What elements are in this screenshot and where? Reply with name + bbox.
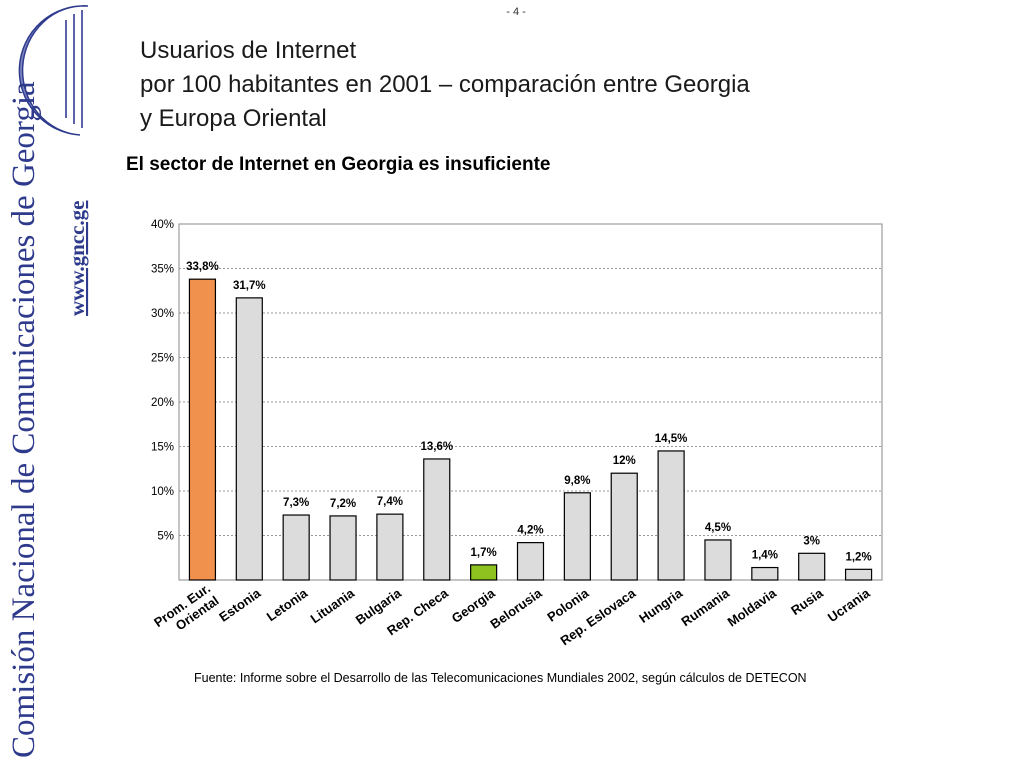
data-label: 14,5% (655, 433, 688, 445)
bar (235, 297, 263, 581)
x-tick-label-line: Belorusia (487, 585, 545, 632)
x-tick-label: Prom. Eur.Oriental (151, 581, 221, 643)
y-tick-label: 15% (151, 442, 174, 454)
x-tick-label-line: Rusia (788, 585, 826, 618)
sidebar-graphics: Comisión Nacional de Comunicaciones de G… (6, 5, 89, 758)
data-label: 1,2% (845, 551, 871, 563)
y-tick-label: 5% (157, 531, 174, 543)
organization-name: Comisión Nacional de Comunicaciones de G… (6, 81, 42, 758)
x-tick-label-text: Rusia (788, 585, 826, 618)
x-tick-label: Rumania (678, 585, 732, 629)
data-label: 13,6% (420, 441, 453, 453)
bar (470, 564, 498, 581)
bar (376, 513, 404, 581)
title-line-2: por 100 habitantes en 2001 – comparación… (140, 71, 750, 98)
x-tick-label-line: Rumania (678, 585, 732, 629)
x-tick-label: Ucrania (825, 585, 873, 625)
y-tick-label: 25% (151, 353, 174, 365)
bar (798, 552, 826, 581)
chart-subtitle: El sector de Internet en Georgia es insu… (126, 154, 551, 175)
x-tick-label-text: Lituania (308, 585, 358, 626)
x-tick-label: Estonia (216, 585, 264, 625)
y-tick-label: 35% (151, 264, 174, 276)
data-label: 7,4% (377, 496, 403, 508)
page-title: Usuarios de Internet por 100 habitantes … (140, 34, 900, 136)
x-tick-label-text: Rumania (678, 585, 732, 629)
sidebar: Comisión Nacional de Comunicaciones de G… (0, 0, 104, 768)
x-tick-label-text: Hungria (636, 585, 685, 626)
bar (329, 515, 357, 581)
data-label: 3% (803, 535, 820, 547)
x-tick-label-text: Ucrania (825, 585, 873, 625)
title-line-3: y Europa Oriental (140, 105, 327, 132)
page-number: - 4 - (506, 6, 526, 18)
y-tick-label: 10% (151, 486, 174, 498)
bar (751, 566, 779, 581)
x-tick-label-text: Prom. Eur.Oriental (151, 581, 221, 643)
y-tick-label: 40% (151, 219, 174, 231)
data-label: 9,8% (564, 475, 590, 487)
x-tick-label-line: Estonia (216, 585, 264, 625)
x-tick-label: Belorusia (487, 585, 545, 632)
bar-chart: 5% 10% 15% 20% 25% 30% 35% 40% 33,8% Prom. Eur.Or… (151, 219, 883, 648)
y-tick-label: 20% (151, 397, 174, 409)
website-link[interactable]: www.gncc.ge (65, 201, 89, 316)
bar (657, 450, 685, 581)
bar (423, 458, 451, 581)
data-label: 1,7% (471, 547, 497, 559)
bar (610, 472, 638, 581)
bar (704, 539, 732, 581)
data-label: 12% (613, 455, 636, 467)
x-tick-label-line: Hungria (636, 585, 685, 626)
x-tick-label: Lituania (308, 585, 358, 626)
x-tick-label-line: Moldavia (725, 585, 780, 630)
x-tick-label: Hungria (636, 585, 685, 626)
data-label: 4,5% (705, 522, 731, 534)
data-label: 4,2% (517, 525, 543, 537)
x-tick-label-line: Letonia (264, 585, 311, 624)
x-tick-label-text: Belorusia (487, 585, 545, 632)
data-label: 7,3% (283, 497, 309, 509)
data-label: 33,8% (186, 261, 219, 273)
data-label: 7,2% (330, 498, 356, 510)
source-note: Fuente: Informe sobre el Desarrollo de l… (194, 671, 807, 685)
x-tick-label: Moldavia (725, 585, 780, 630)
x-tick-label: Rusia (788, 585, 826, 618)
x-tick-label-line: Ucrania (825, 585, 873, 625)
x-tick-label: Letonia (264, 585, 311, 624)
crescent-logo-icon (18, 5, 89, 136)
x-tick-label-text: Estonia (216, 585, 264, 625)
x-tick-label-line: Lituania (308, 585, 358, 626)
data-label: 1,4% (752, 550, 778, 562)
bar (516, 542, 545, 581)
bar (844, 568, 873, 581)
y-tick-label: 30% (151, 308, 174, 320)
title-line-1: Usuarios de Internet (140, 37, 357, 64)
bar (563, 492, 591, 581)
bar (188, 278, 217, 581)
data-label: 31,7% (233, 280, 266, 292)
x-tick-label-text: Letonia (264, 585, 311, 624)
bar (282, 514, 310, 581)
x-tick-label-text: Moldavia (725, 585, 780, 630)
